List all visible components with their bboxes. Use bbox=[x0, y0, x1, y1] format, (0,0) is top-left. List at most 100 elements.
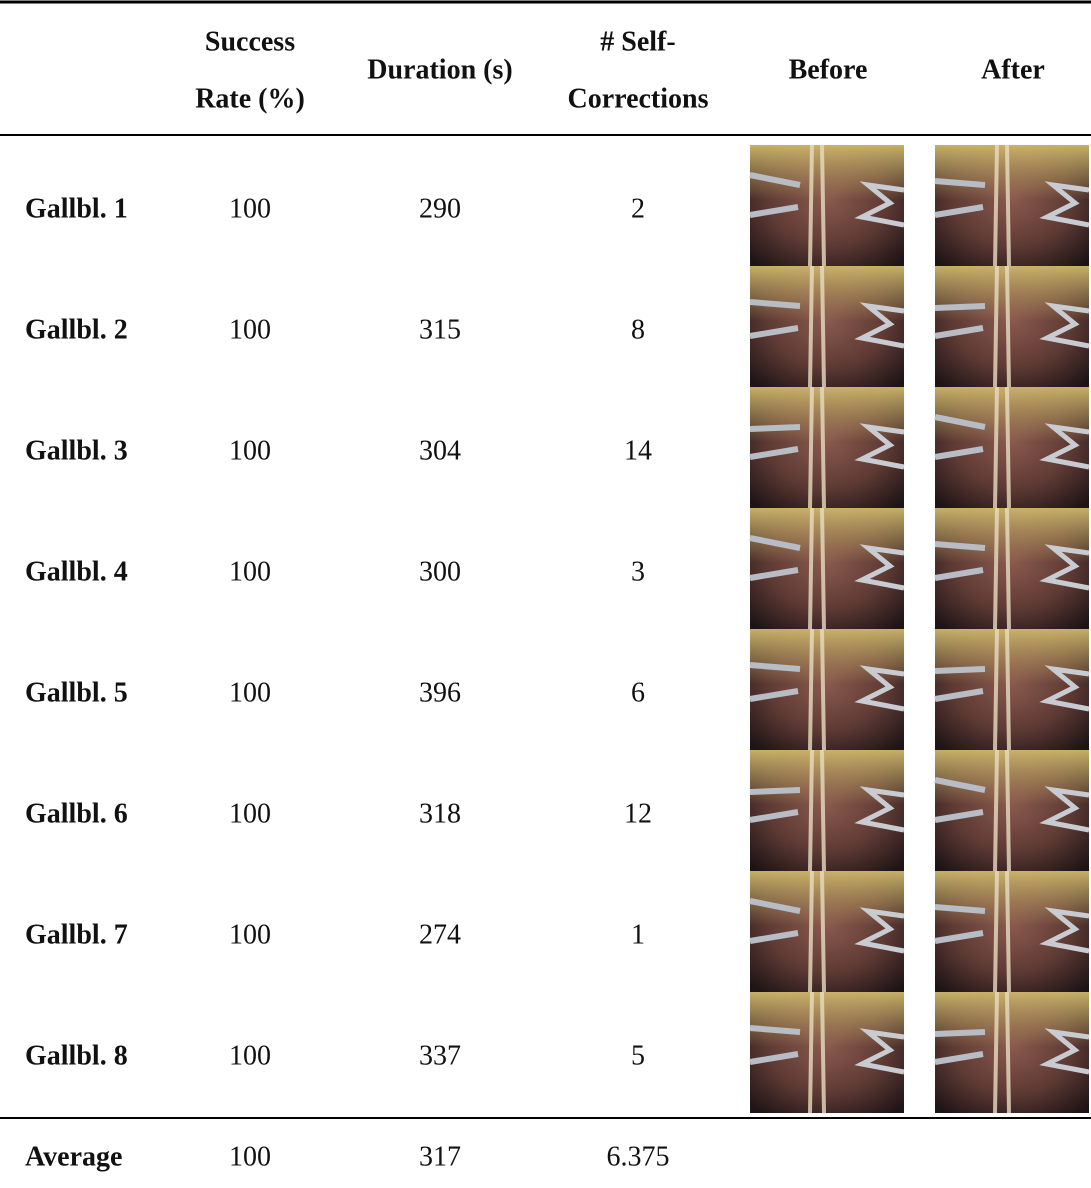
cell: 304 bbox=[419, 435, 461, 466]
image-part bbox=[934, 904, 986, 944]
surgical-image bbox=[749, 628, 905, 751]
image-part bbox=[993, 749, 1011, 872]
image-part bbox=[749, 898, 801, 944]
cell: 290 bbox=[419, 193, 461, 224]
cell: 318 bbox=[419, 798, 461, 829]
surgical-image bbox=[749, 749, 905, 872]
surgical-image bbox=[749, 144, 905, 267]
surgical-image bbox=[934, 749, 1090, 872]
row-label: Gallbl. 4 bbox=[25, 556, 128, 587]
image-part bbox=[935, 871, 1089, 926]
image-part bbox=[808, 386, 826, 509]
cell: 100 bbox=[229, 435, 271, 466]
image-part bbox=[749, 662, 801, 702]
image-part bbox=[993, 265, 1011, 388]
image-part bbox=[749, 787, 801, 823]
image-part bbox=[935, 750, 1089, 805]
row-label: Average bbox=[25, 1141, 122, 1172]
surgical-image bbox=[749, 507, 905, 630]
image-part bbox=[993, 386, 1011, 509]
image-part bbox=[854, 907, 905, 954]
image-part bbox=[750, 266, 904, 321]
cell: 100 bbox=[229, 677, 271, 708]
surgical-image bbox=[934, 507, 1090, 630]
row-label: Gallbl. 7 bbox=[25, 919, 128, 950]
cell: 337 bbox=[419, 1040, 461, 1071]
image-part bbox=[749, 535, 801, 581]
image-part bbox=[808, 144, 826, 267]
image-part bbox=[854, 1028, 905, 1075]
image-part bbox=[934, 666, 986, 702]
cell: 3 bbox=[631, 556, 645, 587]
image-part bbox=[750, 387, 904, 442]
image-part bbox=[808, 265, 826, 388]
image-part bbox=[749, 1025, 801, 1065]
surgical-image bbox=[749, 870, 905, 993]
image-part bbox=[808, 628, 826, 751]
cell: 100 bbox=[229, 919, 271, 950]
image-part bbox=[750, 508, 904, 563]
image-part bbox=[750, 871, 904, 926]
image-part bbox=[934, 777, 986, 823]
column-header: After bbox=[981, 54, 1045, 85]
cell: 1 bbox=[631, 919, 645, 950]
column-header: # Self- bbox=[600, 26, 675, 57]
image-part bbox=[1039, 665, 1090, 712]
image-part bbox=[993, 870, 1011, 993]
image-part bbox=[1039, 181, 1090, 228]
cell: 12 bbox=[624, 798, 652, 829]
image-part bbox=[935, 266, 1089, 321]
surgical-image bbox=[749, 386, 905, 509]
image-part bbox=[935, 508, 1089, 563]
column-header: Duration (s) bbox=[367, 54, 512, 85]
image-part bbox=[1039, 302, 1090, 349]
surgical-image bbox=[934, 386, 1090, 509]
image-part bbox=[749, 424, 801, 460]
cell: 274 bbox=[419, 919, 461, 950]
cell: 100 bbox=[229, 1141, 271, 1172]
cell: 317 bbox=[419, 1141, 461, 1172]
image-part bbox=[749, 299, 801, 339]
image-part bbox=[808, 991, 826, 1114]
image-part bbox=[854, 423, 905, 470]
surgical-image bbox=[749, 991, 905, 1114]
image-part bbox=[750, 145, 904, 200]
image-part bbox=[934, 178, 986, 218]
cell: 100 bbox=[229, 314, 271, 345]
image-part bbox=[750, 992, 904, 1047]
surgical-image bbox=[934, 870, 1090, 993]
image-part bbox=[808, 749, 826, 872]
image-part bbox=[935, 145, 1089, 200]
cell: 6 bbox=[631, 677, 645, 708]
cell: 8 bbox=[631, 314, 645, 345]
row-label: Gallbl. 2 bbox=[25, 314, 128, 345]
row-label: Gallbl. 6 bbox=[25, 798, 128, 829]
image-part bbox=[1039, 423, 1090, 470]
image-part bbox=[935, 992, 1089, 1047]
image-part bbox=[935, 387, 1089, 442]
column-header: Rate (%) bbox=[195, 83, 305, 114]
cell: 396 bbox=[419, 677, 461, 708]
image-part bbox=[934, 1029, 986, 1065]
cell: 2 bbox=[631, 193, 645, 224]
image-part bbox=[1039, 907, 1090, 954]
image-part bbox=[993, 144, 1011, 267]
image-part bbox=[1039, 786, 1090, 833]
cell: 315 bbox=[419, 314, 461, 345]
image-part bbox=[854, 665, 905, 712]
image-part bbox=[854, 181, 905, 228]
cell: 14 bbox=[624, 435, 652, 466]
surgical-image bbox=[749, 265, 905, 388]
row-label: Gallbl. 3 bbox=[25, 435, 128, 466]
row-label: Gallbl. 1 bbox=[25, 193, 128, 224]
image-part bbox=[854, 786, 905, 833]
cell: 300 bbox=[419, 556, 461, 587]
column-header: Success bbox=[205, 26, 295, 57]
cell: 6.375 bbox=[607, 1141, 670, 1172]
image-part bbox=[750, 629, 904, 684]
surgical-image bbox=[934, 991, 1090, 1114]
column-header: Corrections bbox=[568, 83, 709, 114]
row-label: Gallbl. 8 bbox=[25, 1040, 128, 1071]
image-part bbox=[993, 991, 1011, 1114]
image-part bbox=[749, 172, 801, 218]
